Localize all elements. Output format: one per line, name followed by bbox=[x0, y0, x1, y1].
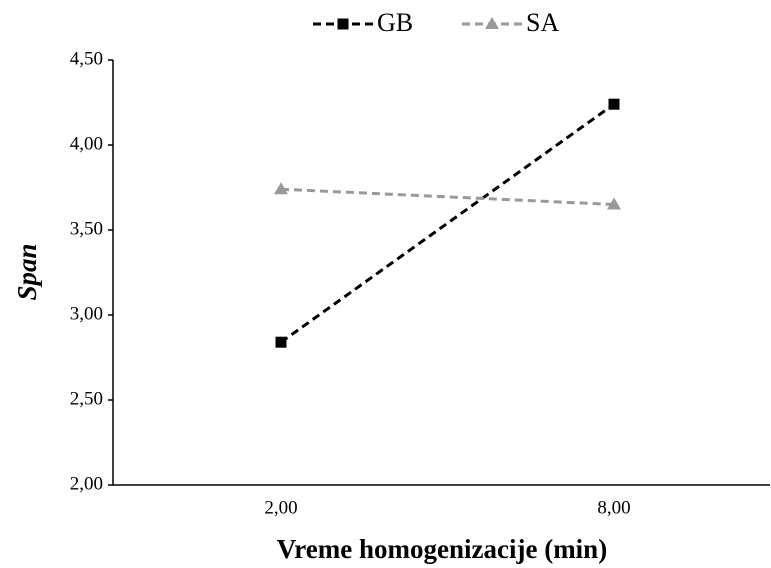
legend-marker bbox=[485, 17, 499, 29]
legend-label: SA bbox=[526, 8, 559, 37]
y-tick-label: 3,00 bbox=[70, 303, 103, 324]
x-tick-label: 2,00 bbox=[264, 497, 297, 518]
data-point bbox=[608, 98, 620, 110]
series-line bbox=[280, 102, 615, 344]
y-tick-label: 2,00 bbox=[70, 473, 103, 494]
legend-marker bbox=[337, 18, 349, 30]
data-point bbox=[607, 197, 621, 210]
y-tick-label: 4,00 bbox=[70, 133, 103, 154]
series-line bbox=[280, 187, 615, 206]
y-tick-label: 4,50 bbox=[70, 48, 103, 69]
x-axis-title: Vreme homogenizacije (min) bbox=[277, 534, 607, 564]
y-axis-title: Span bbox=[12, 243, 42, 300]
x-tick-label: 8,00 bbox=[597, 497, 630, 518]
data-point bbox=[275, 336, 287, 348]
y-tick-label: 2,50 bbox=[70, 388, 103, 409]
y-tick-label: 3,50 bbox=[70, 218, 103, 239]
legend-label: GB bbox=[377, 8, 413, 37]
data-point bbox=[274, 182, 288, 195]
